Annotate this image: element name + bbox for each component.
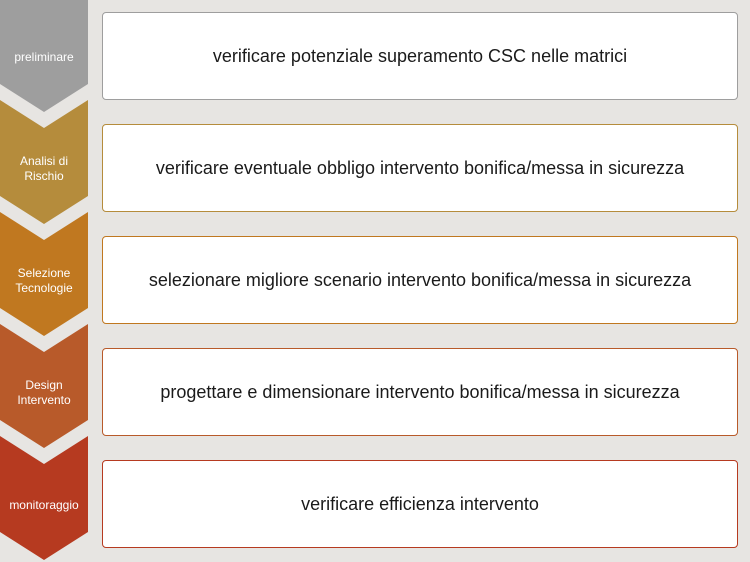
chevron-wrap: preliminare xyxy=(0,0,88,112)
step-description-box: verificare efficienza intervento xyxy=(102,460,738,548)
step-row: monitoraggio verificare efficienza inter… xyxy=(0,448,750,560)
step-description-text: selezionare migliore scenario intervento… xyxy=(149,270,691,291)
step-description-text: progettare e dimensionare intervento bon… xyxy=(160,382,679,403)
chevron-wrap: monitoraggio xyxy=(0,448,88,560)
step-description-text: verificare eventuale obbligo intervento … xyxy=(156,158,684,179)
step-row: Analisi di Rischio verificare eventuale … xyxy=(0,112,750,224)
step-description-text: verificare efficienza intervento xyxy=(301,494,539,515)
chevron-wrap: Analisi di Rischio xyxy=(0,112,88,224)
step-description-text: verificare potenziale superamento CSC ne… xyxy=(213,46,627,67)
process-diagram: preliminare verificare potenziale supera… xyxy=(0,0,750,562)
step-description-box: selezionare migliore scenario intervento… xyxy=(102,236,738,324)
chevron-shape xyxy=(0,436,88,560)
chevron-shape xyxy=(0,324,88,448)
step-row: Design Intervento progettare e dimension… xyxy=(0,336,750,448)
chevron-shape xyxy=(0,0,88,112)
step-row: Selezione Tecnologie selezionare miglior… xyxy=(0,224,750,336)
step-row: preliminare verificare potenziale supera… xyxy=(0,0,750,112)
step-description-box: progettare e dimensionare intervento bon… xyxy=(102,348,738,436)
step-description-box: verificare eventuale obbligo intervento … xyxy=(102,124,738,212)
chevron-shape xyxy=(0,212,88,336)
chevron-wrap: Design Intervento xyxy=(0,336,88,448)
step-description-box: verificare potenziale superamento CSC ne… xyxy=(102,12,738,100)
chevron-shape xyxy=(0,100,88,224)
chevron-wrap: Selezione Tecnologie xyxy=(0,224,88,336)
